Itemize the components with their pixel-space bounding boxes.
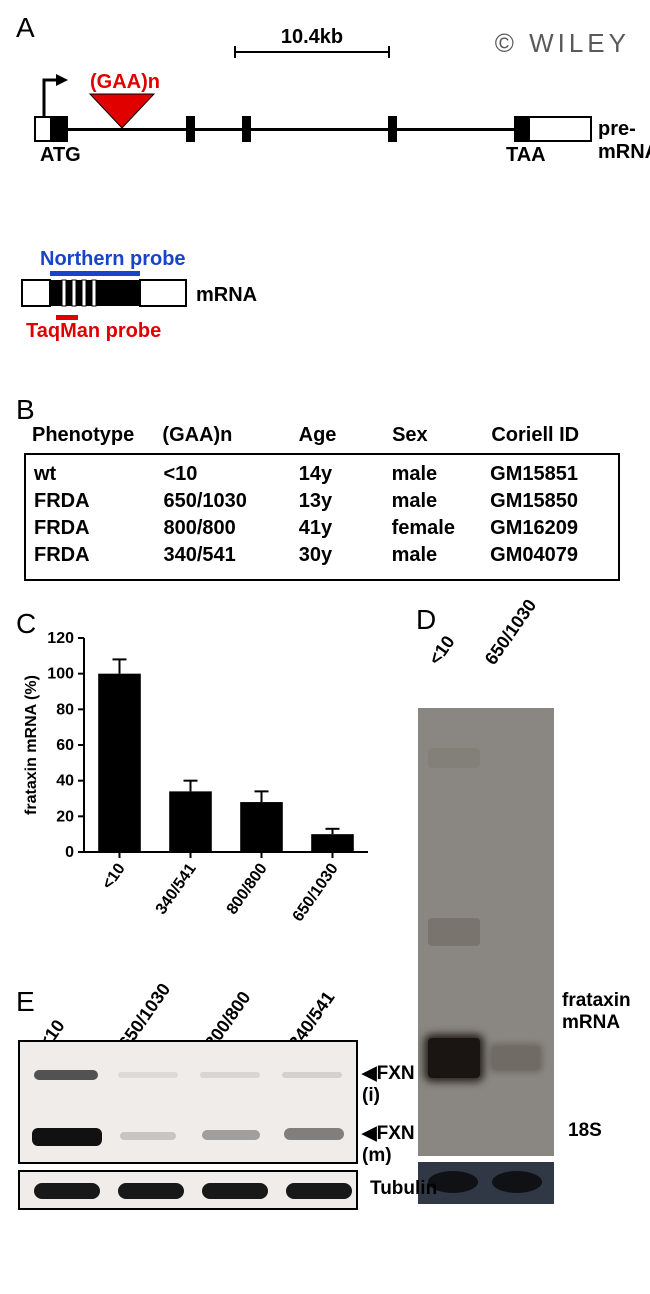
atg-label: ATG (40, 144, 81, 167)
th-sex: Sex (392, 424, 491, 447)
svg-text:340/541: 340/541 (153, 860, 200, 917)
table-cell: GM16209 (490, 515, 610, 542)
svg-text:100: 100 (47, 666, 74, 683)
table-cell: 14y (299, 461, 392, 488)
svg-text:20: 20 (56, 808, 74, 825)
table-cell: 340/541 (164, 542, 299, 569)
svg-text:80: 80 (56, 701, 74, 718)
panel-b-table: Phenotype (GAA)n Age Sex Coriell ID wt<1… (24, 424, 620, 581)
panel-a-label: A (16, 12, 35, 44)
panel-d-northern: <10 650/1030 frataxin mRNA 18S (418, 604, 638, 1204)
exon (242, 116, 251, 142)
th-gaa: (GAA)n (162, 424, 298, 447)
svg-text:<10: <10 (99, 860, 129, 892)
loading-control-18s (418, 1162, 554, 1204)
table-row: FRDA650/103013ymaleGM15850 (34, 488, 610, 515)
scale-line (234, 51, 390, 53)
svg-text:800/800: 800/800 (224, 860, 271, 917)
taqman-probe-label: TaqMan probe (26, 320, 190, 343)
panel-e-western: <10 650/1030 800/800 340/541 ◀FXN (i) ◀F… (18, 986, 416, 1210)
table-cell: 650/1030 (164, 488, 299, 515)
table-cell: wt (34, 461, 164, 488)
table-cell: male (392, 461, 491, 488)
scale-text: 10.4kb (234, 26, 390, 49)
table-cell: male (392, 488, 491, 515)
pre-mrna-label: pre-mRNA (598, 118, 650, 164)
table-cell: FRDA (34, 542, 164, 569)
northern-blot (418, 708, 554, 1156)
scale-bar: 10.4kb (234, 26, 390, 53)
mrna-label: mRNA (196, 284, 257, 307)
lane-label: 650/1030 (481, 595, 541, 669)
table-cell: male (392, 542, 491, 569)
table-row: wt<1014ymaleGM15851 (34, 461, 610, 488)
th-coriell: Coriell ID (491, 424, 612, 447)
table-header: Phenotype (GAA)n Age Sex Coriell ID (24, 424, 620, 453)
frataxin-mrna-label: frataxin mRNA (562, 990, 631, 1034)
tubulin-blot (18, 1170, 358, 1210)
table-cell: GM15850 (490, 488, 610, 515)
fxn-i-label: FXN (i) (362, 1063, 415, 1106)
fxn-i-arrow: ◀FXN (i) (362, 1062, 416, 1107)
northern-probe-label: Northern probe (40, 248, 190, 271)
exon (186, 116, 195, 142)
mrna-schematic: Northern probe mRNA TaqMan probe (20, 248, 190, 343)
label-18s: 18S (568, 1120, 602, 1142)
tubulin-label: Tubulin (370, 1178, 437, 1200)
table-cell: FRDA (34, 488, 164, 515)
table-cell: <10 (164, 461, 299, 488)
mrna-box-icon (20, 276, 190, 310)
svg-text:0: 0 (65, 844, 74, 861)
table-cell: female (392, 515, 491, 542)
th-phenotype: Phenotype (32, 424, 162, 447)
table-body: wt<1014ymaleGM15851FRDA650/103013ymaleGM… (24, 453, 620, 581)
panel-b-label: B (16, 394, 35, 426)
table-row: FRDA340/54130ymaleGM04079 (34, 542, 610, 569)
fxn-m-label: FXN (m) (362, 1123, 415, 1166)
gaa-label: (GAA)n (90, 71, 160, 93)
lane-label: <10 (425, 632, 460, 669)
western-blot (18, 1040, 358, 1164)
table-cell: 800/800 (164, 515, 299, 542)
exon (34, 116, 52, 142)
gene-line (34, 128, 592, 131)
th-age: Age (299, 424, 392, 447)
fxn-m-arrow: ◀FXN (m) (362, 1122, 416, 1167)
table-cell: 30y (299, 542, 392, 569)
table-row: FRDA800/80041yfemaleGM16209 (34, 515, 610, 542)
exon (52, 116, 68, 142)
exon (528, 116, 592, 142)
table-cell: FRDA (34, 515, 164, 542)
table-cell: 13y (299, 488, 392, 515)
watermark: © WILEY (495, 28, 630, 59)
bar-chart-icon: 0 20 40 60 80 100 120 frataxin mRNA (%) <10 340/5… (18, 608, 378, 928)
table-cell: GM15851 (490, 461, 610, 488)
svg-text:40: 40 (56, 773, 74, 790)
svg-text:120: 120 (47, 630, 74, 647)
taa-label: TAA (506, 144, 546, 167)
gaa-triangle-icon: (GAA)n (82, 70, 172, 132)
table-cell: 41y (299, 515, 392, 542)
table-cell: GM04079 (490, 542, 610, 569)
exon (388, 116, 397, 142)
exon (514, 116, 528, 142)
panel-c-chart: 0 20 40 60 80 100 120 frataxin mRNA (%) <10 340/5… (18, 608, 378, 928)
svg-text:frataxin mRNA (%): frataxin mRNA (%) (23, 675, 40, 815)
svg-text:650/1030: 650/1030 (290, 860, 342, 924)
western-lane-labels: <10 650/1030 800/800 340/541 (18, 986, 416, 1040)
svg-text:60: 60 (56, 737, 74, 754)
